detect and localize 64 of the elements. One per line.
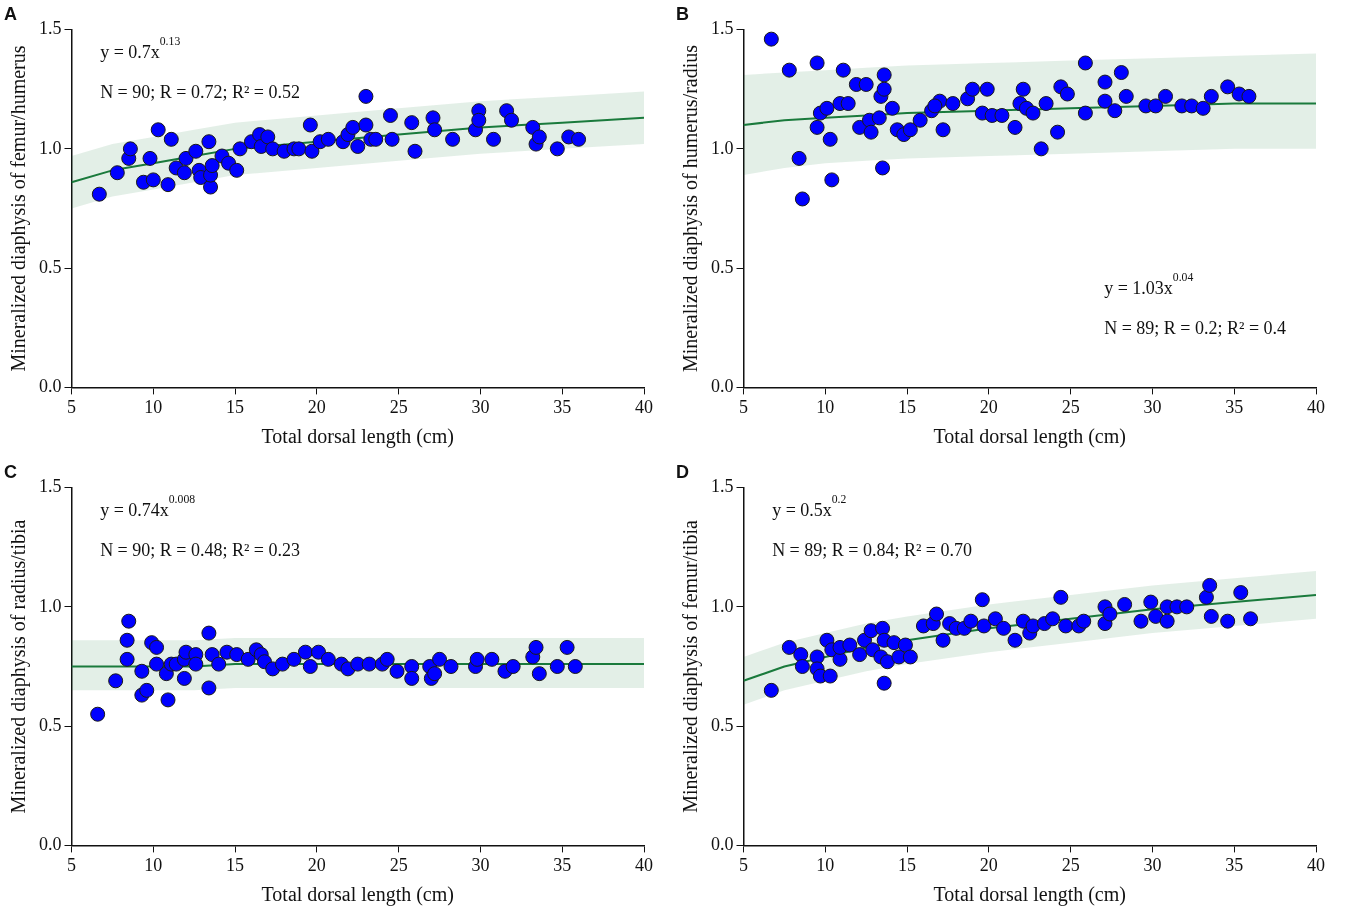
x-tick-label: 20 <box>979 854 998 875</box>
y-tick-label: 0.0 <box>711 834 734 855</box>
annotation: N = 90; R = 0.48; R² = 0.23 <box>100 539 300 560</box>
x-tick-label: 35 <box>1225 854 1244 875</box>
y-tick-label: 1.0 <box>711 595 734 616</box>
y-tick-label: 1.5 <box>39 18 62 39</box>
x-tick-label: 40 <box>1307 396 1325 417</box>
y-tick-label: 1.0 <box>39 137 62 158</box>
x-tick-label: 20 <box>307 396 326 417</box>
x-tick-label: 40 <box>1307 854 1325 875</box>
y-tick-label: 1.5 <box>39 476 62 497</box>
x-tick-label: 20 <box>979 396 998 417</box>
y-tick-label: 1.0 <box>711 137 734 158</box>
x-tick-label: 30 <box>471 854 490 875</box>
x-axis-title: Total dorsal length (cm) <box>261 425 454 449</box>
y-axis-title: Mineralized diaphysis of femur/tibia <box>679 520 703 813</box>
x-tick-label: 25 <box>1061 396 1080 417</box>
x-tick-label: 10 <box>816 396 835 417</box>
y-tick-label: 1.5 <box>711 18 734 39</box>
x-tick-label: 5 <box>67 854 76 875</box>
y-tick-label: 1.5 <box>711 476 734 497</box>
x-tick-label: 15 <box>226 396 245 417</box>
x-tick-label: 5 <box>67 396 76 417</box>
x-tick-label: 5 <box>739 854 748 875</box>
x-tick-label: 25 <box>1061 854 1080 875</box>
x-tick-label: 10 <box>144 854 163 875</box>
y-tick-label: 0.5 <box>711 714 734 735</box>
x-tick-label: 10 <box>816 854 835 875</box>
y-tick-label: 1.0 <box>39 595 62 616</box>
annotation: N = 89; R = 0.2; R² = 0.4 <box>1104 317 1287 338</box>
x-tick-label: 35 <box>553 396 572 417</box>
x-tick-label: 40 <box>635 854 653 875</box>
chart-title: D <box>676 461 689 482</box>
x-axis-title: Total dorsal length (cm) <box>933 883 1126 907</box>
y-tick-label: 0.5 <box>39 714 62 735</box>
x-axis-title: Total dorsal length (cm) <box>933 425 1126 449</box>
x-tick-label: 30 <box>1143 854 1162 875</box>
y-tick-label: 0.5 <box>711 256 734 277</box>
x-tick-label: 25 <box>389 854 408 875</box>
chart-title: A <box>4 3 17 24</box>
y-axis-title: Mineralized diaphysis of humerus/radius <box>679 44 703 373</box>
x-tick-label: 40 <box>635 396 653 417</box>
x-tick-label: 10 <box>144 396 163 417</box>
x-tick-label: 35 <box>1225 396 1244 417</box>
x-tick-label: 20 <box>307 854 326 875</box>
x-tick-label: 30 <box>471 396 490 417</box>
x-tick-label: 15 <box>226 854 245 875</box>
x-tick-label: 15 <box>898 854 917 875</box>
y-tick-label: 0.0 <box>711 376 734 397</box>
x-tick-label: 30 <box>1143 396 1162 417</box>
y-tick-label: 0.5 <box>39 256 62 277</box>
chart-title: C <box>4 461 17 482</box>
x-axis-title: Total dorsal length (cm) <box>261 883 454 907</box>
chart-title: B <box>676 3 689 24</box>
y-tick-label: 0.0 <box>39 834 62 855</box>
annotation: N = 90; R = 0.72; R² = 0.52 <box>100 81 300 102</box>
x-tick-label: 25 <box>389 396 408 417</box>
x-tick-label: 15 <box>898 396 917 417</box>
y-axis-title: Mineralized diaphysis of radius/tibia <box>7 519 31 814</box>
y-tick-label: 0.0 <box>39 376 62 397</box>
y-axis-title: Mineralized diaphysis of femur/humerus <box>7 45 31 372</box>
x-tick-label: 35 <box>553 854 572 875</box>
annotation: N = 89; R = 0.84; R² = 0.70 <box>772 539 972 560</box>
x-tick-label: 5 <box>739 396 748 417</box>
